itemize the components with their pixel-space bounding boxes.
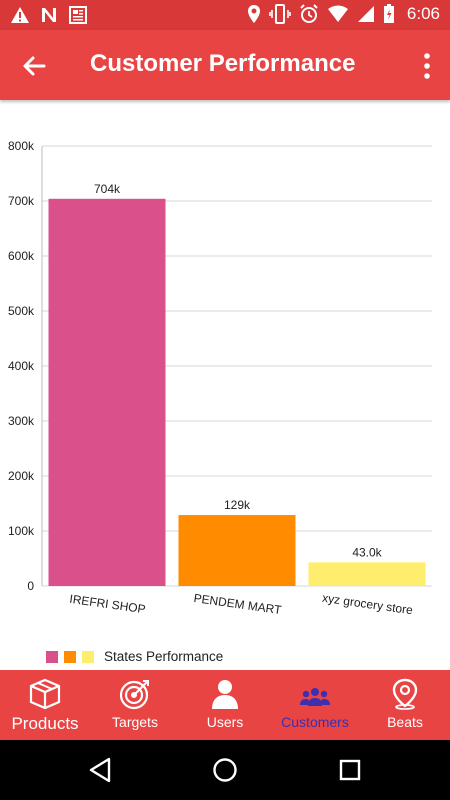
nav-item-products[interactable]: Products — [0, 670, 90, 740]
status-bar-right: 6:06 — [247, 4, 440, 24]
legend-swatch — [64, 650, 76, 663]
bar — [48, 198, 166, 587]
newspaper-icon — [69, 6, 87, 24]
alarm-icon — [300, 4, 318, 23]
back-triangle-icon[interactable] — [88, 757, 112, 783]
bar — [308, 562, 426, 586]
y-tick-label: 500k — [8, 304, 35, 318]
nav-item-targets[interactable]: Targets — [90, 670, 180, 740]
nav-item-users[interactable]: Users — [180, 670, 270, 740]
y-tick-label: 800k — [8, 139, 35, 153]
vibrate-icon — [269, 4, 291, 24]
target-icon — [119, 680, 149, 710]
y-tick-label: 600k — [8, 249, 35, 263]
bottom-navigation: Products Targets Users Customers — [0, 670, 450, 740]
nav-label: Targets — [112, 714, 158, 730]
home-circle-icon[interactable] — [212, 757, 238, 783]
customer-performance-chart: 0 100k 200k 300k 400k 500k 600k 700k 800k 704k IRE… — [0, 100, 450, 670]
battery-icon — [383, 4, 394, 23]
chart-legend: States Performance — [46, 649, 223, 664]
map-pin-icon — [392, 678, 418, 710]
nav-label: Customers — [281, 714, 349, 730]
legend-label: States Performance — [104, 649, 224, 664]
data-label: 43.0k — [352, 545, 382, 559]
status-bar: 6:06 — [0, 0, 450, 30]
more-vert-icon[interactable] — [422, 52, 432, 80]
x-tick-label: IREFRI SHOP — [69, 592, 147, 617]
system-navigation-bar — [0, 740, 450, 800]
user-icon — [212, 680, 238, 709]
signal-icon — [357, 6, 374, 22]
y-tick-label: 400k — [8, 359, 35, 373]
arrow-back-icon[interactable] — [18, 50, 50, 82]
group-icon — [300, 688, 330, 706]
status-bar-left — [10, 6, 88, 24]
x-tick-label: PENDEM MART — [193, 591, 283, 617]
status-time: 6:06 — [406, 4, 440, 23]
nav-label: Beats — [387, 714, 423, 730]
data-label: 704k — [94, 182, 121, 196]
legend-swatch — [46, 650, 58, 663]
y-tick-label: 100k — [8, 524, 35, 538]
y-tick-label: 300k — [8, 414, 35, 428]
location-icon — [247, 5, 260, 23]
y-tick-label: 700k — [8, 194, 35, 208]
wifi-icon — [327, 5, 348, 22]
n-icon — [42, 8, 56, 22]
nav-label: Users — [206, 714, 244, 730]
bar — [178, 515, 296, 586]
y-tick-label: 0 — [27, 579, 34, 593]
app-bar: Customer Performance — [0, 30, 450, 100]
nav-item-customers[interactable]: Customers — [270, 670, 360, 740]
box-icon — [29, 678, 61, 710]
bar-chart: 0 100k 200k 300k 400k 500k 600k 700k 800k 704k IRE… — [8, 139, 432, 618]
recents-square-icon[interactable] — [338, 757, 362, 783]
page-title: Customer Performance — [90, 50, 356, 77]
nav-item-beats[interactable]: Beats — [360, 670, 450, 740]
nav-label: Products — [11, 714, 79, 733]
legend-swatch — [82, 650, 94, 663]
x-tick-label: xyz grocery store — [321, 591, 414, 618]
data-label: 129k — [224, 498, 251, 512]
y-tick-label: 200k — [8, 469, 35, 483]
alert-icon — [11, 7, 29, 23]
